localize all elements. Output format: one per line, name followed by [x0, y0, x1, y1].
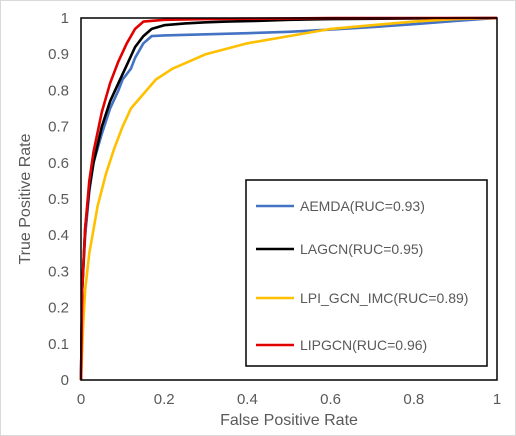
y-tick-label: 0.3 — [48, 263, 69, 280]
legend-label: LAGCN(RUC=0.95) — [300, 241, 423, 257]
plot-area — [80, 17, 498, 381]
series-line — [79, 16, 498, 381]
y-tick-label: 0.8 — [48, 82, 69, 99]
x-tick-label: 1 — [493, 391, 501, 408]
legend-items: AEMDA(RUC=0.93) LAGCN(RUC=0.95) LPI_GCN_IM… — [256, 198, 468, 353]
legend-box — [245, 179, 488, 367]
legend-label: LIPGCN(RUC=0.96) — [300, 337, 427, 353]
y-tick-labels: 0 0.1 0.2 0.3 0.4 0.5 0.6 0.7 0.8 0.9 1 — [48, 10, 69, 389]
x-tick-label: 0.2 — [154, 391, 175, 408]
y-tick-label: 0.6 — [48, 155, 69, 172]
series-lines — [79, 16, 498, 381]
x-tick-labels: 0 0.2 0.4 0.6 0.8 1 — [77, 391, 501, 408]
y-tick-label: 0.7 — [48, 119, 69, 136]
y-tick-label: 0.5 — [48, 191, 69, 208]
y-tick-label: 1 — [61, 10, 69, 27]
x-tick-label: 0 — [77, 391, 85, 408]
y-axis-title: True Positive Rate — [17, 133, 34, 264]
y-tick-label: 0.2 — [48, 300, 69, 317]
legend-label: LPI_GCN_IMC(RUC=0.89) — [300, 290, 468, 306]
y-tick-label: 0.1 — [48, 336, 69, 353]
y-tick-label: 0.4 — [48, 227, 69, 244]
y-tick-label: 0.9 — [48, 46, 69, 63]
legend-label: AEMDA(RUC=0.93) — [300, 198, 425, 214]
y-tick-label: 0 — [61, 372, 69, 389]
x-tick-label: 0.6 — [320, 391, 341, 408]
x-tick-label: 0.4 — [237, 391, 258, 408]
x-axis-title: False Positive Rate — [220, 412, 358, 429]
legend: AEMDA(RUC=0.93) LAGCN(RUC=0.95) LPI_GCN_IM… — [245, 179, 488, 367]
x-tick-label: 0.8 — [403, 391, 424, 408]
